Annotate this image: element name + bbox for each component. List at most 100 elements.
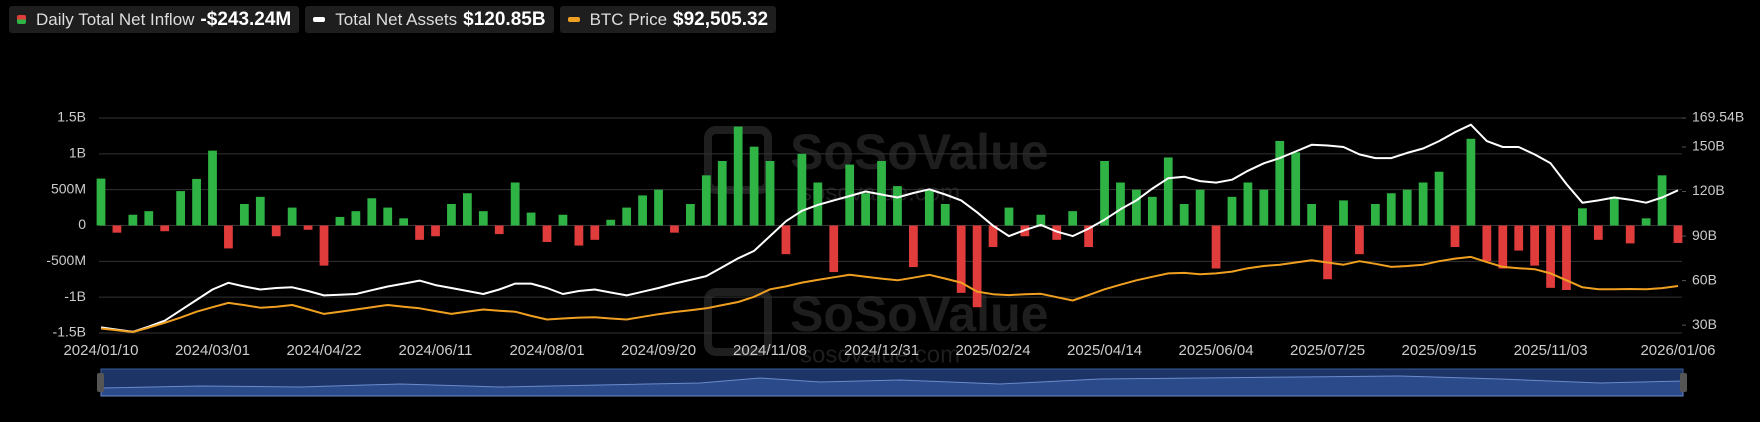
bar [1100,161,1109,226]
bar [1243,182,1253,226]
bar [1466,138,1476,226]
bar [415,225,424,240]
bar [1068,211,1078,226]
line [100,255,1679,333]
x-tick-label: 2024/01/10 [63,342,138,359]
bar [1291,152,1301,226]
bar [447,204,456,226]
bar [1402,189,1412,226]
bar [654,189,663,226]
bar [431,225,440,237]
bar [144,211,154,226]
bar [1673,225,1683,243]
bar [1339,200,1348,226]
legend-item[interactable]: Total Net Assets $120.85B [305,6,554,33]
x-tick-label: 2024/06/11 [399,342,473,359]
bar [1147,196,1157,226]
legend: Daily Total Net Inflow -$243.24M Total N… [9,6,777,33]
y2-tick-label: 120B [1692,182,1725,198]
bar [606,219,616,226]
x-tick-label: 2024/04/22 [286,342,361,359]
bar [638,195,647,226]
bar [128,214,138,226]
bar [239,204,249,226]
y-tick-label: 0 [78,216,86,232]
x-tick-label: 2024/08/01 [509,342,584,359]
bar [701,175,711,226]
bar [96,178,106,226]
bar [478,211,488,226]
x-tick-label: 2025/06/04 [1179,342,1254,359]
bar [797,153,807,226]
bar [383,207,393,226]
bar [1275,140,1285,226]
legend-icon [17,15,26,24]
bar [558,214,568,226]
line [100,123,1679,333]
legend-item[interactable]: BTC Price $92,505.32 [559,6,777,33]
navigator[interactable] [97,368,1687,397]
y-tick-label: -1.5B [53,324,86,340]
bar [972,225,982,308]
bar [1052,225,1062,240]
bar [717,161,727,226]
bar [1562,225,1571,290]
x-tick-label: 2024/09/20 [621,342,696,359]
bar [1546,225,1555,288]
bar [749,146,759,226]
navigator-handle[interactable] [97,373,104,392]
x-tick-label: 2025/07/25 [1290,342,1365,359]
bar [1578,208,1587,226]
bar [351,211,361,226]
legend-item[interactable]: Daily Total Net Inflow -$243.24M [9,6,300,33]
bar [956,225,966,293]
bar [224,225,233,249]
bar [1386,193,1396,226]
bar [1514,225,1524,251]
bar [303,225,313,230]
bar [510,182,520,226]
bar [988,225,998,247]
bar [1004,207,1014,226]
bar [765,161,775,226]
legend-value: -$243.24M [200,8,292,30]
watermark-site: sosovalue.com [800,341,960,368]
watermark-brand: SoSoValue [790,124,1048,180]
bar [271,225,281,237]
plot: -1.5B -1B -500M 0 500M 1B 1.5B 30B 60B 90B 120B 150… [46,109,1744,359]
legend-label: Total Net Assets [335,9,458,29]
y-tick-label: -500M [46,252,86,268]
bar [208,150,217,226]
bar [574,225,584,246]
bar [590,225,600,240]
y-tick-label: -1B [64,288,86,304]
legend-value: $120.85B [463,8,546,30]
x-tick-label: 2025/11/03 [1514,342,1588,359]
legend-label: BTC Price [589,9,668,29]
bar [287,207,297,226]
bar [1418,182,1428,226]
x-tick-label: 2024/11/08 [733,342,807,359]
bar [1163,157,1173,226]
y-tick-label: 1B [69,145,86,161]
bar [1482,225,1492,262]
bar [733,126,743,226]
bar [1609,196,1619,226]
x-tick-label: 2026/01/06 [1640,342,1715,359]
bar [1195,189,1205,226]
legend-icon [313,17,326,22]
bar [1593,225,1603,240]
navigator-handle[interactable] [1680,373,1687,392]
legend-value: $92,505.32 [673,8,769,30]
bar [940,204,950,226]
bar [893,186,902,226]
y-tick-label: 500M [51,180,86,196]
bar [1625,225,1635,244]
bar [526,212,536,226]
bar [1530,225,1540,266]
x-tick-label: 2025/09/15 [1402,342,1477,359]
bar [1132,189,1141,226]
y-tick-label: 1.5B [57,109,86,125]
